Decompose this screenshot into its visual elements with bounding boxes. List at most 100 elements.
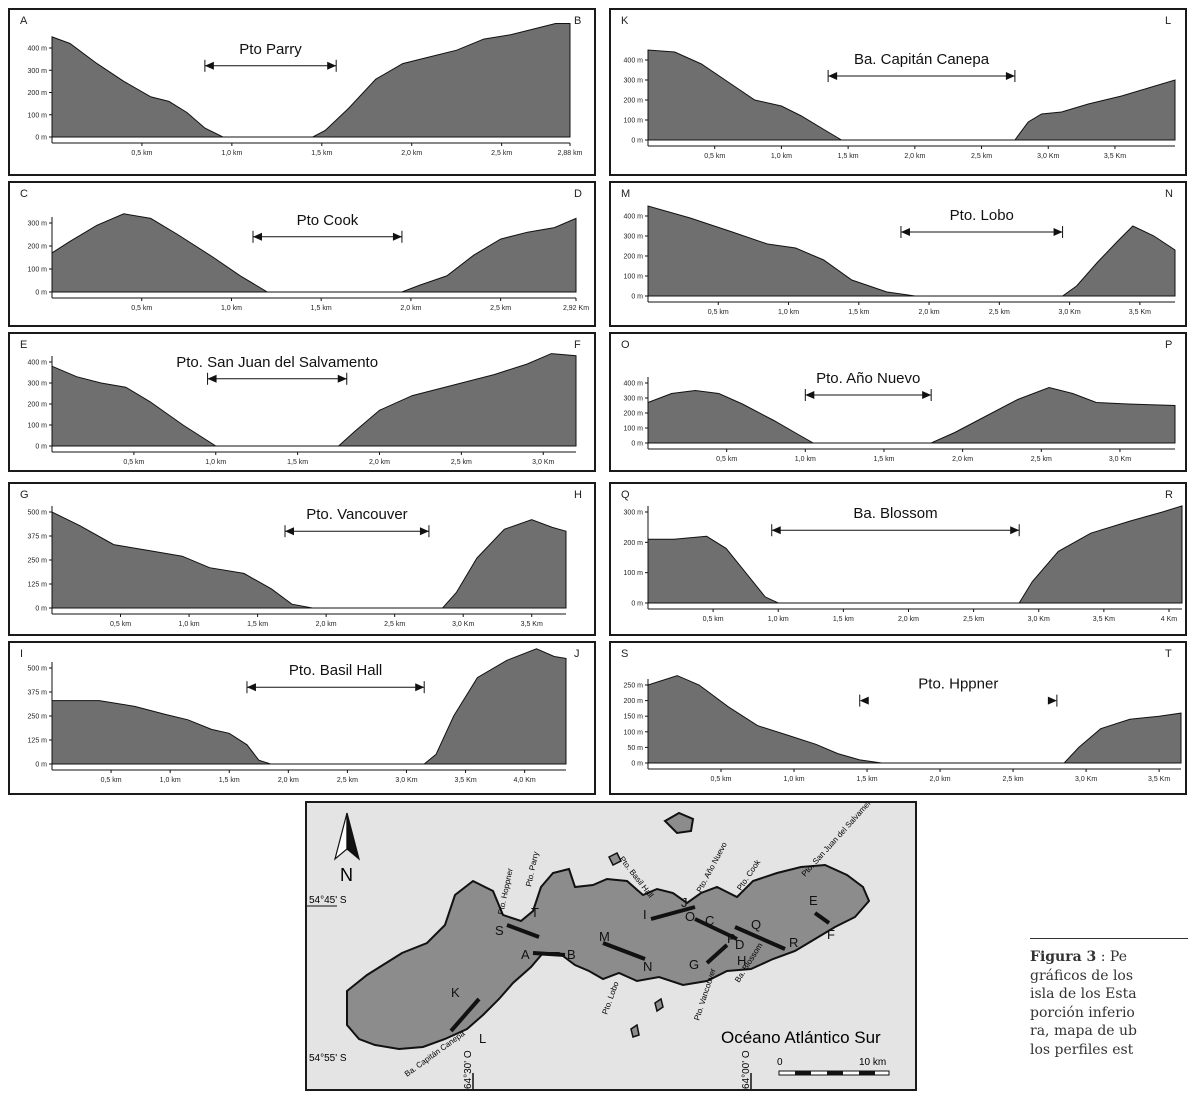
place-name: Pto. San Juan del Salvamento [800,803,879,878]
y-tick-label: 0 m [35,290,47,297]
y-tick-label: 250 m [624,683,644,690]
section-letter: M [599,929,610,944]
x-tick-label: 3,5 Km [521,621,543,628]
y-tick-label: 200 m [624,411,644,418]
y-tick-label: 0 m [631,761,643,768]
island-landmass [346,863,871,1051]
terrain-area [647,505,1183,604]
caption-figure-label: Figura 3 [1030,949,1097,965]
section-letter: O [685,909,695,924]
x-tick-label: 2,0 km [400,305,421,312]
x-tick-label: 1,5 km [219,777,240,784]
y-tick-label: 200 m [624,540,644,547]
y-tick-label: 500 m [28,666,48,673]
x-tick-label: 1,5 km [833,616,854,623]
profile-chart: 400 m 300 m 200 m 100 m 0 m 0,5 km 1,0 km 1,5 k… [621,188,1176,316]
basin-name: Pto. Basil Hall [289,662,382,679]
y-tick-label: 100 m [624,729,644,736]
x-tick-label: 2,5 km [1031,456,1052,463]
y-tick-label: 0 m [35,762,47,769]
basin-span-arrow [246,681,425,694]
basin-span-arrow [207,372,348,385]
profile-start-label: Q [621,489,630,501]
x-tick-label: 1,0 km [778,309,799,316]
x-tick-label: 3,0 Km [1075,776,1097,783]
section-letter: N [643,959,652,974]
x-tick-label: 3,0 Km [532,459,554,466]
location-map: N 54°45' S 54°55' S 64°30' O 64°00' O Oc… [305,792,917,1091]
section-letter: I [643,907,647,922]
profile-end-label: L [1165,15,1171,27]
caption-line: los perfiles est [1030,1041,1134,1058]
x-tick-label: 2,5 km [384,621,405,628]
x-tick-label: 1,0 km [771,153,792,160]
x-tick-label: 2,5 km [451,459,472,466]
section-letter: R [789,935,798,950]
x-tick-label: 1,0 km [784,776,805,783]
section-letter: D [735,937,744,952]
profile-start-label: E [20,339,27,351]
y-tick-label: 0 m [631,294,643,301]
y-tick-label: 200 m [624,254,644,261]
x-tick-label: 2,0 km [401,150,422,157]
profile-start-label: A [20,15,28,27]
y-tick-label: 250 m [28,558,48,565]
y-tick-label: 375 m [28,534,48,541]
terrain-area [51,353,577,447]
scale-end-label: 10 km [859,1057,886,1068]
section-letter: H [737,953,746,968]
profile-chart: 250 m 200 m 150 m 100 m 50 m 0 m 0,5 km 1,0 km 1… [621,648,1182,783]
basin-name: Pto Cook [297,212,359,229]
basin-span-arrow [252,230,403,243]
y-tick-label: 300 m [28,221,48,228]
basin-name: Pto. Lobo [950,207,1014,224]
x-tick-label: 1,5 km [848,309,869,316]
profile-end-label: F [574,339,581,351]
profile-end-label: T [1165,648,1172,660]
x-tick-label: 1,5 km [838,153,859,160]
section-letter: C [705,913,714,928]
basin-name: Ba. Capitán Canepa [854,51,990,68]
x-tick-label: 0,5 km [123,459,144,466]
x-tick-label: 1,0 km [221,150,242,157]
y-tick-label: 0 m [35,444,47,451]
x-tick-label: 3,5 Km [1148,776,1170,783]
y-tick-label: 100 m [28,423,48,430]
islet [654,997,664,1013]
x-tick-label: 3,0 Km [1028,616,1050,623]
y-tick-label: 0 m [35,135,47,142]
y-tick-label: 500 m [28,510,48,517]
y-tick-label: 150 m [624,714,644,721]
caption-line: Figura 3 : Pe [1030,949,1127,965]
x-tick-label: 2,0 km [919,309,940,316]
section-letter: P [727,931,736,946]
profile-end-label: H [574,489,582,501]
y-tick-label: 300 m [28,68,48,75]
x-tick-label: 2,5 km [989,309,1010,316]
profile-panel-ij: 500 m 375 m 250 m 125 m 0 m 0,5 km 1,0 km 1,5 k… [8,641,596,795]
profile-panel-ab: 400 m 300 m 200 m 100 m 0 m 0,5 km 1,0 km 1,5 k… [8,8,596,176]
x-tick-label: 3,5 Km [454,777,476,784]
y-tick-label: 200 m [624,698,644,705]
lat-bottom-label: 54°55' S [309,1053,347,1064]
x-tick-label: 1,0 km [179,621,200,628]
section-letter: G [689,957,699,972]
basin-name: Pto. Hppner [918,676,998,693]
profile-end-label: R [1165,489,1173,501]
terrain-area [647,205,1176,297]
basin-name: Pto. Vancouver [306,506,407,523]
terrain-area [51,213,577,293]
x-tick-label: 2,5 km [971,153,992,160]
profile-chart: 400 m 300 m 200 m 100 m 0 m 0,5 km 1,0 km 1,5 k… [621,339,1176,463]
profile-end-label: N [1165,188,1173,200]
x-tick-label: 2,88 km [558,150,583,157]
scale-bar [778,1070,890,1076]
x-tick-label: 1,5 km [287,459,308,466]
profile-start-label: C [20,188,28,200]
profile-end-label: P [1165,339,1172,351]
profile-panel-st: 250 m 200 m 150 m 100 m 50 m 0 m 0,5 km 1,0 km 1… [609,641,1187,795]
y-tick-label: 0 m [35,606,47,613]
caption-line: isla de los Esta [1030,986,1137,1002]
basin-span-arrow [859,694,1058,707]
x-tick-label: 2,0 km [898,616,919,623]
